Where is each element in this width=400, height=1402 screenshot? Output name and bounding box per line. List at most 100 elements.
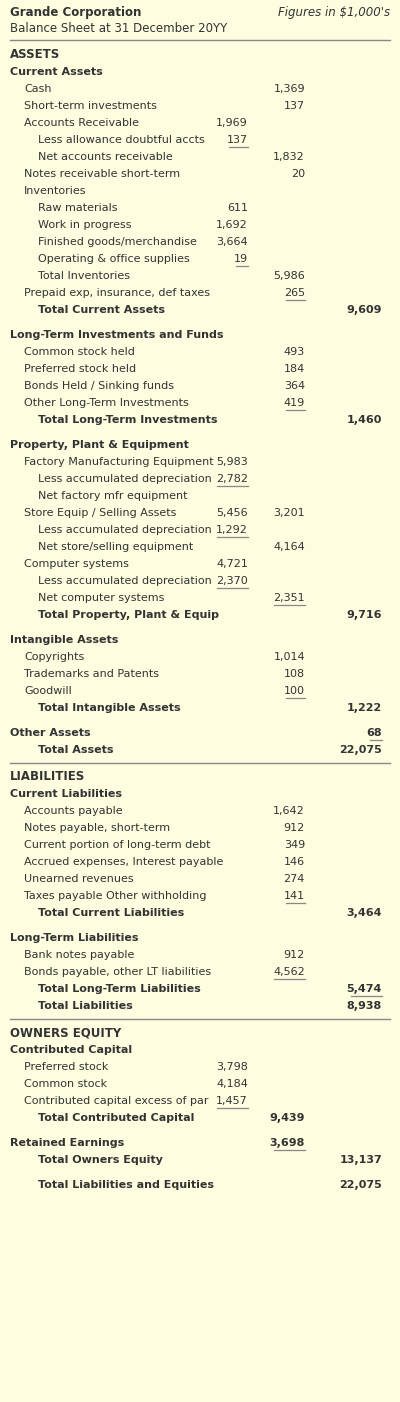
Text: 1,969: 1,969 xyxy=(216,118,248,128)
Text: 265: 265 xyxy=(284,289,305,299)
Text: Contributed capital excess of par: Contributed capital excess of par xyxy=(24,1096,208,1106)
Text: Total Liabilities and Equities: Total Liabilities and Equities xyxy=(38,1180,214,1190)
Text: Current Liabilities: Current Liabilities xyxy=(10,789,122,799)
Text: Work in progress: Work in progress xyxy=(38,220,132,230)
Text: Common stock: Common stock xyxy=(24,1080,107,1089)
Text: Net store/selling equipment: Net store/selling equipment xyxy=(38,543,193,552)
Text: Other Assets: Other Assets xyxy=(10,728,91,739)
Text: Operating & office supplies: Operating & office supplies xyxy=(38,254,190,264)
Text: Preferred stock held: Preferred stock held xyxy=(24,365,136,374)
Text: Less allowance doubtful accts: Less allowance doubtful accts xyxy=(38,135,205,146)
Text: 5,474: 5,474 xyxy=(347,984,382,994)
Text: Intangible Assets: Intangible Assets xyxy=(10,635,118,645)
Text: 5,986: 5,986 xyxy=(273,271,305,282)
Text: Other Long-Term Investments: Other Long-Term Investments xyxy=(24,398,189,408)
Text: Copyrights: Copyrights xyxy=(24,652,84,662)
Text: Total Long-Term Liabilities: Total Long-Term Liabilities xyxy=(38,984,201,994)
Text: Total Current Liabilities: Total Current Liabilities xyxy=(38,908,184,918)
Text: Less accumulated depreciation: Less accumulated depreciation xyxy=(38,474,212,484)
Text: Figures in $1,000's: Figures in $1,000's xyxy=(278,6,390,20)
Text: ASSETS: ASSETS xyxy=(10,48,60,62)
Text: 5,456: 5,456 xyxy=(216,509,248,519)
Text: 4,164: 4,164 xyxy=(273,543,305,552)
Text: 9,439: 9,439 xyxy=(270,1113,305,1123)
Text: Current Assets: Current Assets xyxy=(10,67,103,77)
Text: 108: 108 xyxy=(284,669,305,679)
Text: 3,798: 3,798 xyxy=(216,1063,248,1073)
Text: Net computer systems: Net computer systems xyxy=(38,593,164,603)
Text: Total Assets: Total Assets xyxy=(38,746,114,756)
Text: Retained Earnings: Retained Earnings xyxy=(10,1138,124,1148)
Text: 912: 912 xyxy=(284,823,305,833)
Text: 2,351: 2,351 xyxy=(273,593,305,603)
Text: Computer systems: Computer systems xyxy=(24,559,129,569)
Text: 3,698: 3,698 xyxy=(270,1138,305,1148)
Text: LIABILITIES: LIABILITIES xyxy=(10,770,85,784)
Text: Total Owners Equity: Total Owners Equity xyxy=(38,1155,163,1165)
Text: 22,075: 22,075 xyxy=(339,1180,382,1190)
Text: Finished goods/merchandise: Finished goods/merchandise xyxy=(38,237,197,247)
Text: Raw materials: Raw materials xyxy=(38,203,118,213)
Text: 141: 141 xyxy=(284,892,305,901)
Text: Long-Term Investments and Funds: Long-Term Investments and Funds xyxy=(10,331,224,341)
Text: 1,369: 1,369 xyxy=(273,84,305,94)
Text: Total Intangible Assets: Total Intangible Assets xyxy=(38,704,181,714)
Text: 2,370: 2,370 xyxy=(216,576,248,586)
Text: 8,938: 8,938 xyxy=(347,1001,382,1011)
Text: Less accumulated depreciation: Less accumulated depreciation xyxy=(38,576,212,586)
Text: Notes receivable short-term: Notes receivable short-term xyxy=(24,170,180,179)
Text: Bonds payable, other LT liabilities: Bonds payable, other LT liabilities xyxy=(24,967,211,977)
Text: Net accounts receivable: Net accounts receivable xyxy=(38,153,173,163)
Text: Total Contributed Capital: Total Contributed Capital xyxy=(38,1113,194,1123)
Text: 19: 19 xyxy=(234,254,248,264)
Text: Total Liabilities: Total Liabilities xyxy=(38,1001,133,1011)
Text: 184: 184 xyxy=(284,365,305,374)
Text: 146: 146 xyxy=(284,857,305,868)
Text: 3,664: 3,664 xyxy=(216,237,248,247)
Text: 2,782: 2,782 xyxy=(216,474,248,484)
Text: 20: 20 xyxy=(291,170,305,179)
Text: Total Property, Plant & Equip: Total Property, Plant & Equip xyxy=(38,610,219,620)
Text: 5,983: 5,983 xyxy=(216,457,248,467)
Text: 349: 349 xyxy=(284,840,305,850)
Text: Grande Corporation: Grande Corporation xyxy=(10,6,141,20)
Text: Notes payable, short-term: Notes payable, short-term xyxy=(24,823,170,833)
Text: Preferred stock: Preferred stock xyxy=(24,1063,108,1073)
Text: 9,716: 9,716 xyxy=(346,610,382,620)
Text: 9,609: 9,609 xyxy=(346,306,382,315)
Text: Bonds Held / Sinking funds: Bonds Held / Sinking funds xyxy=(24,381,174,391)
Text: 1,222: 1,222 xyxy=(347,704,382,714)
Text: Long-Term Liabilities: Long-Term Liabilities xyxy=(10,934,138,944)
Text: Current portion of long-term debt: Current portion of long-term debt xyxy=(24,840,210,850)
Text: 68: 68 xyxy=(366,728,382,739)
Text: Total Current Assets: Total Current Assets xyxy=(38,306,165,315)
Text: 137: 137 xyxy=(284,101,305,111)
Text: Trademarks and Patents: Trademarks and Patents xyxy=(24,669,159,679)
Text: 4,562: 4,562 xyxy=(273,967,305,977)
Text: 611: 611 xyxy=(227,203,248,213)
Text: 4,184: 4,184 xyxy=(216,1080,248,1089)
Text: 3,464: 3,464 xyxy=(346,908,382,918)
Text: 493: 493 xyxy=(284,348,305,358)
Text: 1,832: 1,832 xyxy=(273,153,305,163)
Text: Accrued expenses, Interest payable: Accrued expenses, Interest payable xyxy=(24,857,223,868)
Text: Taxes payable Other withholding: Taxes payable Other withholding xyxy=(24,892,206,901)
Text: Unearned revenues: Unearned revenues xyxy=(24,875,134,885)
Text: 1,292: 1,292 xyxy=(216,526,248,536)
Text: Cash: Cash xyxy=(24,84,52,94)
Text: Goodwill: Goodwill xyxy=(24,686,72,697)
Text: Accounts payable: Accounts payable xyxy=(24,806,123,816)
Text: 22,075: 22,075 xyxy=(339,746,382,756)
Text: Balance Sheet at 31 December 20YY: Balance Sheet at 31 December 20YY xyxy=(10,22,227,35)
Text: 912: 912 xyxy=(284,951,305,960)
Text: Total Inventories: Total Inventories xyxy=(38,271,130,282)
Text: OWNERS EQUITY: OWNERS EQUITY xyxy=(10,1026,121,1039)
Text: 3,201: 3,201 xyxy=(273,509,305,519)
Text: Total Long-Term Investments: Total Long-Term Investments xyxy=(38,415,218,425)
Text: 274: 274 xyxy=(284,875,305,885)
Text: 1,457: 1,457 xyxy=(216,1096,248,1106)
Text: Less accumulated depreciation: Less accumulated depreciation xyxy=(38,526,212,536)
Text: Prepaid exp, insurance, def taxes: Prepaid exp, insurance, def taxes xyxy=(24,289,210,299)
Text: Bank notes payable: Bank notes payable xyxy=(24,951,134,960)
Text: 1,460: 1,460 xyxy=(347,415,382,425)
